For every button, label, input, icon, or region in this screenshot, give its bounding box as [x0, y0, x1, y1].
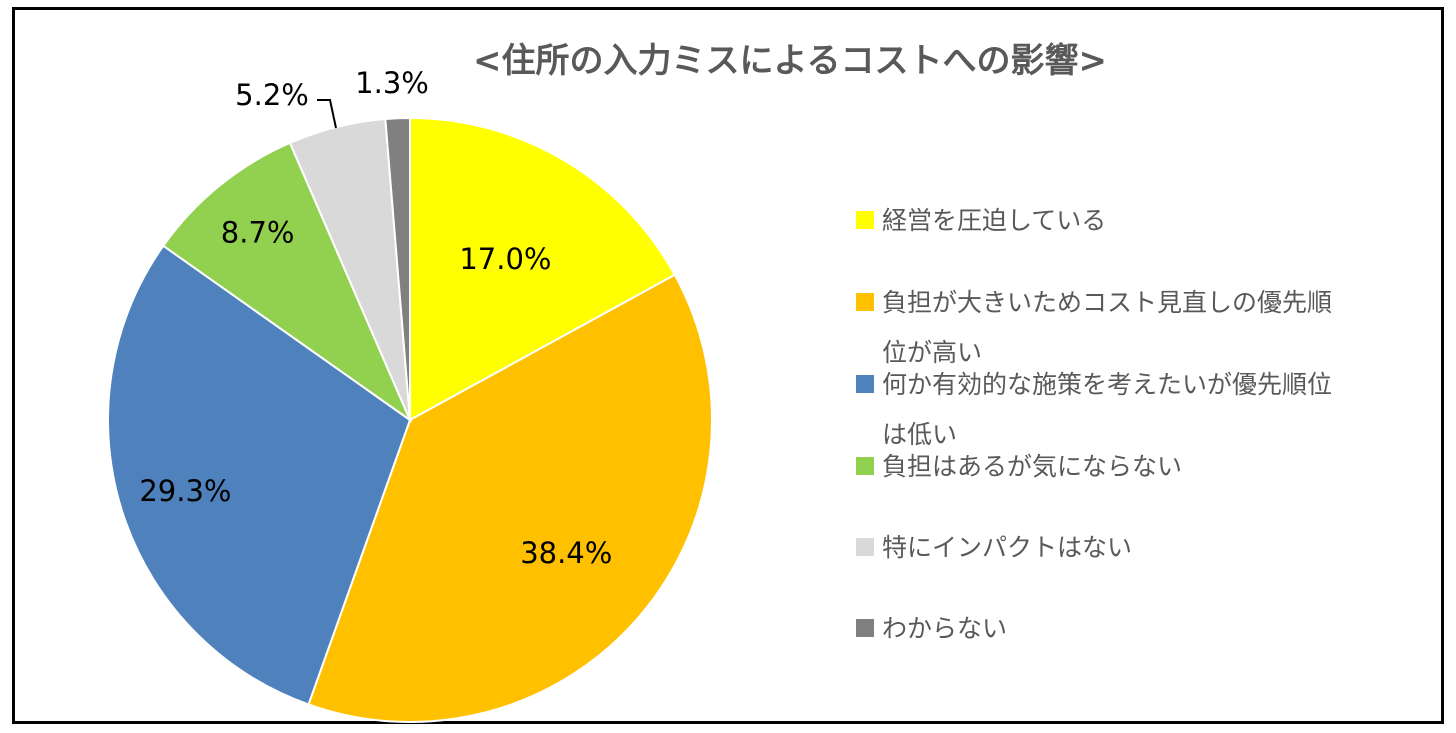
legend-swatch-4 [856, 457, 874, 475]
pie-slice-6 [384, 116, 411, 421]
pie-slice-4 [161, 141, 413, 423]
pie-slice-2 [307, 273, 713, 723]
legend-label-3: 何か有効的な施策を考えたいが優先順位 [882, 370, 1332, 399]
legend-swatch-5 [856, 538, 874, 556]
legend-swatch-6 [856, 619, 874, 637]
data-label-6: 1.3% [355, 66, 429, 100]
legend-label-6: わからない [882, 614, 1007, 643]
legend-label-5: 特にインパクトはない [882, 533, 1132, 562]
leader-lines [317, 99, 337, 129]
legend-label-4: 負担はあるが気にならない [882, 452, 1182, 481]
data-labels: 17.0% 38.4% 29.3% 8.7% 5.2% 1.3% [139, 66, 612, 570]
legend-swatch-2 [856, 293, 874, 311]
leader-line-5 [317, 99, 337, 129]
data-label-4: 8.7% [221, 216, 295, 250]
data-label-3: 29.3% [139, 474, 231, 508]
legend-swatch-3 [856, 375, 874, 393]
legend-label-3-line-2: は低い [882, 420, 957, 449]
legend-swatch-1 [856, 211, 874, 229]
pie-slices [107, 116, 713, 723]
pie-slice-1 [409, 116, 677, 422]
legend-label-2-line-2: 位が高い [882, 338, 982, 367]
data-label-5: 5.2% [235, 78, 309, 112]
legend-label-1: 経営を圧迫している [882, 206, 1106, 235]
legend: 経営を圧迫している負担が大きいためコスト見直しの優先順位が高い何か有効的な施策を… [856, 206, 1332, 643]
legend-label-2: 負担が大きいためコスト見直しの優先順 [882, 288, 1332, 317]
data-label-2: 38.4% [520, 536, 612, 570]
pie-slice-3 [107, 244, 412, 706]
data-label-1: 17.0% [459, 242, 551, 276]
chart-title: <住所の入力ミスによるコストへの影響> [473, 41, 1107, 81]
